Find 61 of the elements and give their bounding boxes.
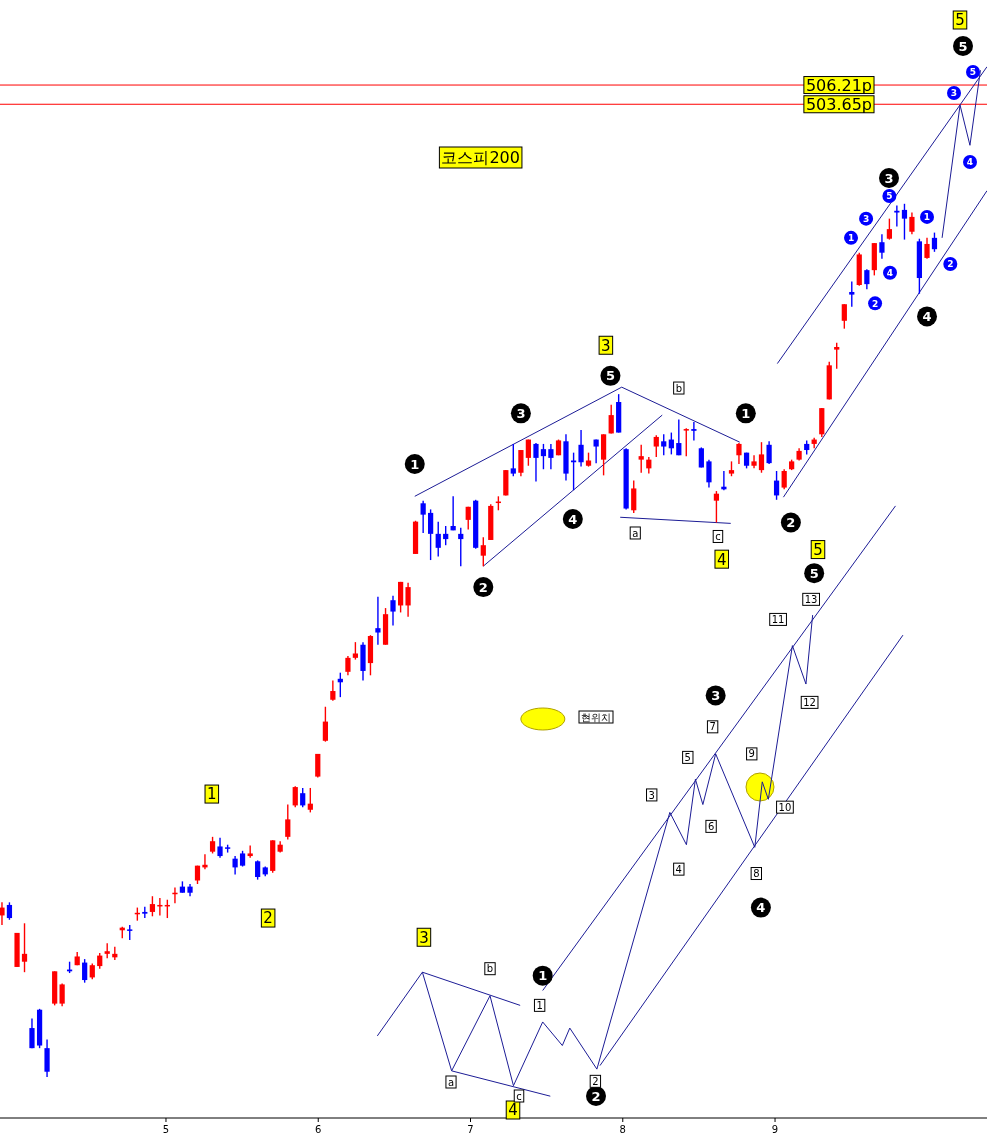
x-tick-label: 9 [771,1124,779,1135]
ref-label: 503.65p [803,95,875,115]
annotation: 11 [771,614,785,626]
annotation: 5 [605,368,615,384]
annotation: 3 [419,928,429,947]
annotation: 2 [871,298,879,309]
annotation: 4 [568,511,578,527]
annotation: 4 [756,900,766,916]
x-tick-label: 8 [619,1124,626,1135]
x-tick-label: 5 [162,1124,170,1135]
text: 5 [969,67,977,78]
annotation: 1 [538,968,548,984]
annotation: 5 [684,751,691,763]
annotation: 1 [410,456,420,472]
text: 4 [508,1101,518,1120]
title: 코스피200 [438,146,523,169]
annotation: 9 [748,748,755,760]
annotation: 1 [847,233,855,244]
annotation: 1 [923,212,931,223]
annotation: a [447,1076,455,1088]
annotation: 10 [778,801,792,813]
annotation: 13 [804,593,818,605]
x-tick-label: 7 [467,1124,474,1135]
ref-label: 506.21p [803,76,875,96]
annotation: 3 [711,688,721,704]
annotation: 3 [601,336,611,355]
text: 2 [591,1088,601,1104]
annotation: 5 [813,540,823,559]
text: c [516,1090,522,1102]
annotation: 2 [592,1075,599,1087]
annotation: 12 [803,696,816,708]
annotation: 7 [709,721,716,733]
annotation: c [715,531,721,543]
annotation: 2 [478,579,488,595]
annotation: a [632,527,639,539]
text: 5 [958,38,968,54]
annotation: 2 [263,909,273,928]
annotation: 3 [516,406,526,422]
annotation: 4 [886,268,894,279]
annotation: 8 [753,868,760,880]
annotation: b [675,382,682,394]
annotation: 2 [947,259,954,270]
annotation: 1 [536,999,543,1011]
annotation: 4 [716,550,727,569]
text: 3 [950,88,958,99]
text: 4 [966,157,974,168]
annotation: 4 [675,863,682,875]
annotation: 현위치 [581,711,611,723]
annotation: 5 [886,191,893,202]
annotation: 1 [207,785,217,804]
annotation: 6 [707,820,715,832]
annotation: 3 [862,213,870,224]
annotation: b [486,963,494,975]
text: 3 [884,170,894,186]
annotation: 2 [786,515,796,531]
annotation: 3 [648,789,655,801]
annotation: 4 [922,309,932,325]
x-tick-label: 6 [315,1124,322,1135]
annotation: 5 [809,565,819,581]
annotation: 1 [741,406,751,422]
text: 5 [955,11,965,30]
